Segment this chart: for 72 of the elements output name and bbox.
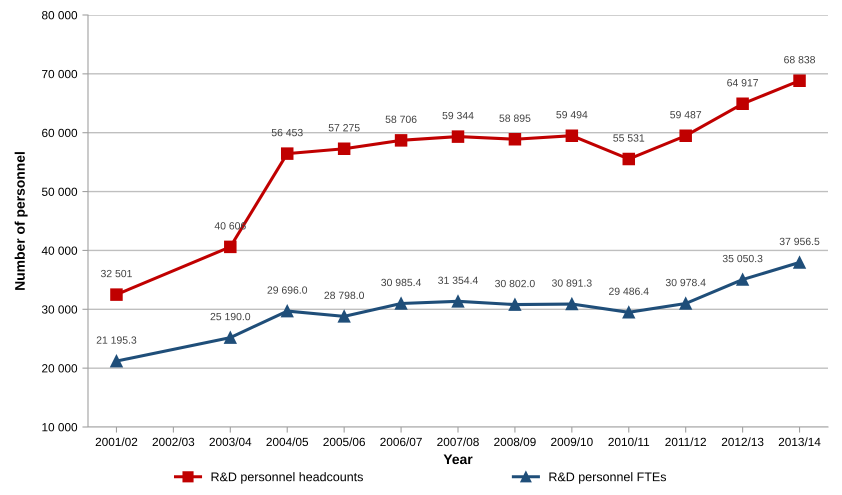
y-tick-label: 60 000 xyxy=(42,128,78,138)
data-label: 30 802.0 xyxy=(495,280,535,288)
point xyxy=(452,295,464,308)
x-tick-label: 2008/09 xyxy=(494,437,536,446)
y-tick-label: 40 000 xyxy=(42,246,78,255)
point xyxy=(736,98,749,110)
point xyxy=(622,306,636,319)
data-label: 25 190.0 xyxy=(210,312,250,320)
point xyxy=(224,240,237,254)
data-label: 32 501 xyxy=(100,270,132,278)
data-label: 29 696.0 xyxy=(267,286,308,294)
point xyxy=(679,297,692,310)
data-label: 35 050.3 xyxy=(722,254,762,262)
data-label: 57 275 xyxy=(328,124,360,132)
point xyxy=(793,256,806,269)
point xyxy=(679,129,692,142)
point xyxy=(793,74,806,87)
point xyxy=(736,273,749,286)
x-tick-label: 2013/14 xyxy=(778,437,821,446)
x-tick-label: 2010/11 xyxy=(608,437,650,446)
point xyxy=(508,132,522,146)
point xyxy=(338,310,350,323)
legend-label: R&D personnel FTEs xyxy=(549,472,666,484)
point xyxy=(566,129,578,142)
x-tick-label: 2004/05 xyxy=(266,437,308,446)
data-label: 21 195.3 xyxy=(96,336,136,344)
data-label: 31 354.4 xyxy=(438,276,478,284)
data-label: 68 838 xyxy=(784,56,816,64)
y-tick-label: 70 000 xyxy=(42,70,78,78)
data-label: 37 956.5 xyxy=(780,238,820,246)
point xyxy=(280,304,294,318)
point xyxy=(110,354,123,368)
y-tick-label: 30 000 xyxy=(42,305,78,314)
x-tick-label: 2007/08 xyxy=(437,437,479,446)
point xyxy=(394,134,408,147)
data-label: 59 487 xyxy=(670,111,702,118)
data-label: 58 895 xyxy=(499,114,530,122)
y-tick-label: 80 000 xyxy=(42,11,78,20)
point xyxy=(566,298,578,310)
data-label: 29 486.4 xyxy=(609,288,649,295)
point xyxy=(280,147,294,160)
data-label: 64 917 xyxy=(727,79,758,86)
point xyxy=(394,297,408,310)
point xyxy=(338,142,350,156)
data-label: 56 453 xyxy=(272,128,303,136)
x-tick-label: 2011/12 xyxy=(665,437,706,446)
x-tick-label: 2005/06 xyxy=(323,437,365,446)
point xyxy=(508,298,522,311)
x-tick-label: 2002/03 xyxy=(152,437,194,446)
data-label: 55 531 xyxy=(613,134,644,142)
data-label: 28 798.0 xyxy=(324,292,364,300)
y-tick-label: 50 000 xyxy=(42,188,78,196)
x-tick-label: 2009/10 xyxy=(551,437,593,446)
point xyxy=(110,288,123,301)
x-tick-label: 2001/02 xyxy=(96,437,138,446)
x-axis-title: Year xyxy=(444,454,472,464)
data-label: 59 494 xyxy=(556,110,588,118)
legend-label: R&D personnel headcounts xyxy=(212,472,363,484)
data-label: 30 891.3 xyxy=(552,279,592,287)
data-label: 30 985.4 xyxy=(381,278,422,286)
data-label: 30 978.4 xyxy=(666,278,706,286)
point xyxy=(622,152,636,166)
x-tick-label: 2012/13 xyxy=(722,437,764,446)
y-tick-label: 10 000 xyxy=(42,423,78,432)
x-tick-label: 2003/04 xyxy=(210,437,252,446)
point xyxy=(452,130,464,143)
data-label: 59 344 xyxy=(442,112,474,120)
y-axis-title: Number of personnel xyxy=(14,152,28,290)
x-tick-label: 2006/07 xyxy=(380,437,422,446)
data-label: 58 706 xyxy=(386,116,417,123)
y-tick-label: 20 000 xyxy=(42,364,78,373)
point xyxy=(224,331,237,344)
